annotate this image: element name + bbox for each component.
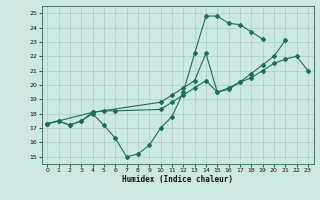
X-axis label: Humidex (Indice chaleur): Humidex (Indice chaleur) xyxy=(122,175,233,184)
